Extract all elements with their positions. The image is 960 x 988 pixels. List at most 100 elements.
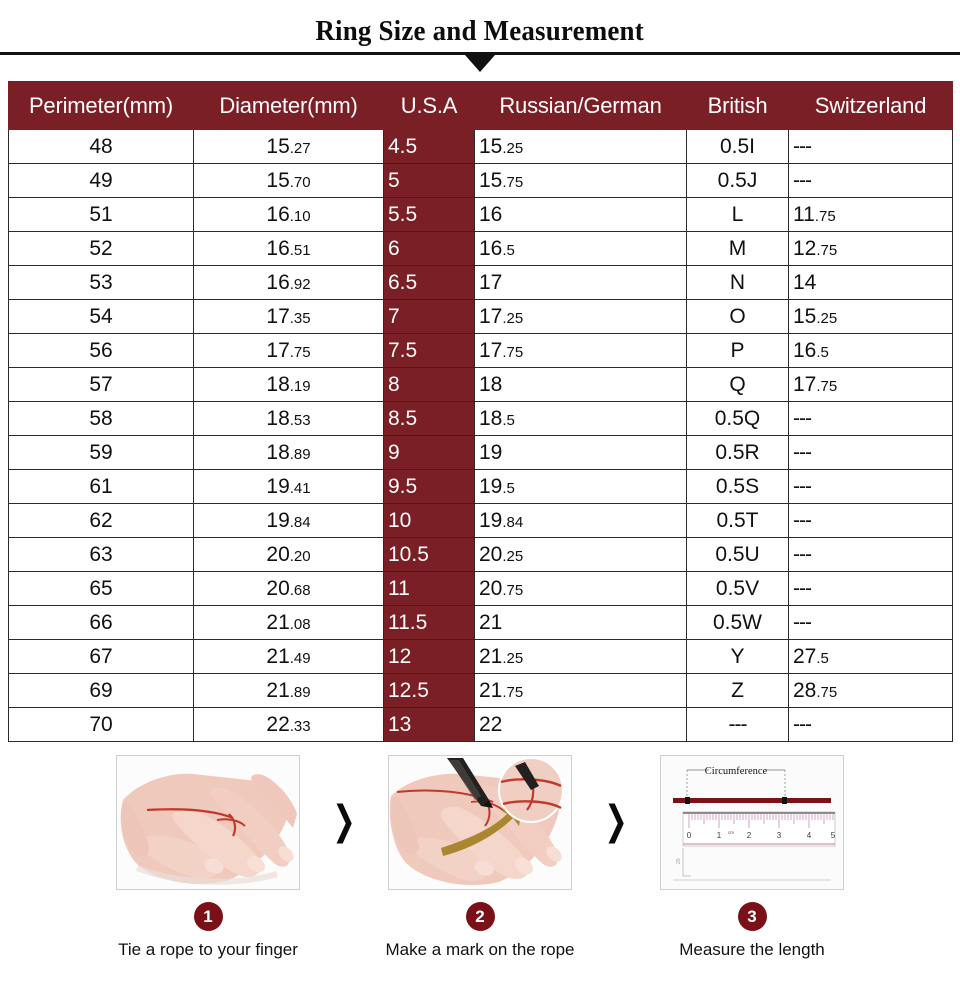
table-row: 54 17.35 7 17.25 O 15.25 xyxy=(8,299,953,334)
step-badge-2: 2 xyxy=(465,902,495,931)
cell-usa-size: 8.5 xyxy=(383,401,475,436)
cell-usa-size: 10.5 xyxy=(383,537,475,572)
ruler-measuring-rope-diagram: Circumference xyxy=(660,755,844,890)
step-caption-2: Make a mark on the rope xyxy=(385,940,575,959)
cell-switzerland: 12.75 xyxy=(788,231,953,266)
svg-text:5: 5 xyxy=(831,831,836,840)
cell-usa-size: 6 xyxy=(383,231,475,266)
cell-usa-size: 13 xyxy=(383,707,475,742)
cell-british: 0.5U xyxy=(686,537,789,572)
svg-text:1: 1 xyxy=(717,831,722,840)
cell-british: M xyxy=(686,231,789,266)
cell-british: 0.5J xyxy=(686,163,789,198)
cell-british: Z xyxy=(686,673,789,708)
svg-text:0: 0 xyxy=(687,831,692,840)
cell-switzerland: 16.5 xyxy=(788,333,953,368)
cell-usa-size: 9.5 xyxy=(383,469,475,504)
cell-diameter: 20.20 xyxy=(193,537,384,572)
table-row: 56 17.75 7.5 17.75 P 16.5 xyxy=(8,333,953,368)
cell-perimeter: 54 xyxy=(8,299,194,334)
cell-british: L xyxy=(686,197,789,232)
cell-perimeter: 67 xyxy=(8,639,194,674)
cell-perimeter: 66 xyxy=(8,605,194,640)
cell-perimeter: 58 xyxy=(8,401,194,436)
cell-perimeter: 61 xyxy=(8,469,194,504)
cell-british: N xyxy=(686,265,789,300)
cell-british: 0.5S xyxy=(686,469,789,504)
cell-switzerland: --- xyxy=(788,571,953,606)
table-row: 66 21.08 11.5 21 0.5W --- xyxy=(8,605,953,640)
cell-diameter: 19.84 xyxy=(193,503,384,538)
table-row: 49 15.70 5 15.75 0.5J --- xyxy=(8,163,953,198)
cell-usa-size: 8 xyxy=(383,367,475,402)
table-row: 69 21.89 12.5 21.75 Z 28.75 xyxy=(8,673,953,708)
title-divider xyxy=(0,52,960,55)
cell-russian-german: 18 xyxy=(474,367,687,402)
cell-russian-german: 22 xyxy=(474,707,687,742)
cell-diameter: 15.70 xyxy=(193,163,384,198)
cell-switzerland: 28.75 xyxy=(788,673,953,708)
cell-perimeter: 59 xyxy=(8,435,194,470)
cell-diameter: 19.41 xyxy=(193,469,384,504)
cell-british: 0.5W xyxy=(686,605,789,640)
cell-perimeter: 63 xyxy=(8,537,194,572)
cell-perimeter: 69 xyxy=(8,673,194,708)
table-row: 51 16.10 5.5 16 L 11.75 xyxy=(8,197,953,232)
cell-perimeter: 62 xyxy=(8,503,194,538)
table-row: 61 19.41 9.5 19.5 0.5S --- xyxy=(8,469,953,504)
cell-diameter: 21.89 xyxy=(193,673,384,708)
cell-russian-german: 16 xyxy=(474,197,687,232)
step-caption-3: Measure the length xyxy=(679,940,825,959)
cell-diameter: 17.35 xyxy=(193,299,384,334)
table-row: 62 19.84 10 19.84 0.5T --- xyxy=(8,503,953,538)
cell-perimeter: 65 xyxy=(8,571,194,606)
cell-perimeter: 49 xyxy=(8,163,194,198)
cell-diameter: 18.19 xyxy=(193,367,384,402)
cell-russian-german: 15.25 xyxy=(474,129,687,164)
cell-perimeter: 51 xyxy=(8,197,194,232)
cell-diameter: 18.53 xyxy=(193,401,384,436)
column-header-switzerland: Switzerland xyxy=(788,81,953,130)
cell-perimeter: 70 xyxy=(8,707,194,742)
cell-russian-german: 19 xyxy=(474,435,687,470)
cell-perimeter: 57 xyxy=(8,367,194,402)
cell-british: 0.5Q xyxy=(686,401,789,436)
column-header-diameter: Diameter(mm) xyxy=(193,81,384,130)
column-header-usa: U.S.A xyxy=(383,81,475,130)
hand-with-rope-photo xyxy=(116,755,300,890)
cell-usa-size: 12.5 xyxy=(383,673,475,708)
cell-russian-german: 20.25 xyxy=(474,537,687,572)
cell-usa-size: 6.5 xyxy=(383,265,475,300)
table-row: 67 21.49 12 21.25 Y 27.5 xyxy=(8,639,953,674)
cell-switzerland: --- xyxy=(788,129,953,164)
cell-switzerland: 11.75 xyxy=(788,197,953,232)
cell-perimeter: 56 xyxy=(8,333,194,368)
cell-diameter: 21.08 xyxy=(193,605,384,640)
ring-size-table-container: Perimeter(mm) Diameter(mm) U.S.A Russian… xyxy=(8,81,953,742)
cell-british: 0.5I xyxy=(686,129,789,164)
cell-british: O xyxy=(686,299,789,334)
cell-british: Y xyxy=(686,639,789,674)
table-row: 48 15.27 4.5 15.25 0.5I --- xyxy=(8,129,953,164)
cell-switzerland: 15.25 xyxy=(788,299,953,334)
table-body: 48 15.27 4.5 15.25 0.5I --- 49 15.70 5 15.75 0.5J -… xyxy=(8,129,953,742)
cell-usa-size: 4.5 xyxy=(383,129,475,164)
cell-usa-size: 10 xyxy=(383,503,475,538)
measurement-steps: 1 Tie a rope to your finger ❯ xyxy=(0,755,960,960)
cell-diameter: 17.75 xyxy=(193,333,384,368)
cell-switzerland: 27.5 xyxy=(788,639,953,674)
cell-russian-german: 19.84 xyxy=(474,503,687,538)
cell-british: 0.5T xyxy=(686,503,789,538)
cell-switzerland: --- xyxy=(788,469,953,504)
cell-switzerland: --- xyxy=(788,401,953,436)
cell-switzerland: --- xyxy=(788,537,953,572)
table-row: 70 22.33 13 22 --- --- xyxy=(8,707,953,742)
circumference-label: Circumference xyxy=(705,766,768,777)
cell-switzerland: --- xyxy=(788,605,953,640)
table-row: 57 18.19 8 18 Q 17.75 xyxy=(8,367,953,402)
svg-text:2: 2 xyxy=(747,831,752,840)
cell-diameter: 21.49 xyxy=(193,639,384,674)
cell-switzerland: --- xyxy=(788,707,953,742)
cell-diameter: 18.89 xyxy=(193,435,384,470)
column-header-british: British xyxy=(686,81,789,130)
